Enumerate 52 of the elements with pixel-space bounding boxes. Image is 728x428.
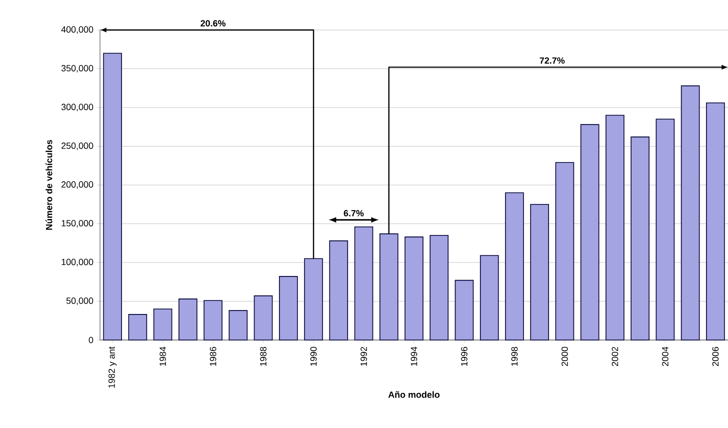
bar — [254, 295, 273, 340]
bar — [454, 280, 474, 340]
x-tick-label: 1982 y ant — [108, 346, 117, 388]
bar — [530, 204, 550, 340]
y-tick-label: 400,000 — [61, 26, 94, 34]
y-tick-label: 0 — [88, 336, 94, 344]
bar — [329, 240, 348, 340]
bar — [228, 310, 248, 340]
bar — [606, 114, 624, 340]
y-tick-label: 50,000 — [66, 298, 94, 305]
x-tick-label: 2004 — [662, 346, 668, 366]
bar — [680, 85, 700, 340]
bar — [580, 124, 600, 340]
x-tick-label: 1996 — [461, 346, 468, 366]
x-tick-label: 2002 — [612, 346, 618, 366]
annotation: 72.7% — [540, 57, 565, 64]
bar — [204, 300, 222, 340]
x-tick-label: 1990 — [310, 346, 317, 366]
y-tick-label: 200,000 — [62, 181, 94, 189]
bar — [178, 298, 198, 340]
x-axis-title: Año modelo — [388, 391, 440, 398]
bar — [505, 192, 524, 340]
x-tick-label: 1994 — [410, 346, 418, 366]
bar — [706, 102, 725, 340]
bar — [404, 236, 424, 340]
bar — [128, 314, 148, 340]
y-tick-label: 250,000 — [62, 142, 94, 150]
bar — [430, 234, 449, 340]
x-tick-label: 1986 — [210, 346, 216, 366]
bar — [656, 118, 675, 340]
y-tick-label: 100,000 — [62, 258, 94, 266]
bar — [630, 136, 650, 340]
annotation: 6.7% — [344, 210, 364, 216]
bar — [555, 162, 574, 340]
bar — [304, 258, 323, 340]
bar — [379, 233, 398, 340]
x-tick-label: 2006 — [712, 346, 719, 366]
x-tick-label: 2000 — [562, 346, 568, 366]
y-tick-label: 350,000 — [61, 65, 94, 72]
bar — [480, 255, 499, 340]
y-axis-title: Número de vehículos — [46, 140, 52, 230]
x-tick-label: 1984 — [160, 346, 166, 366]
bar — [279, 276, 298, 340]
x-tick-label: 1992 — [360, 346, 367, 366]
bar — [354, 226, 374, 340]
y-tick-label: 300,000 — [61, 104, 94, 112]
y-tick-label: 150,000 — [62, 220, 94, 228]
x-tick-label: 1988 — [260, 346, 266, 366]
x-tick-label: 1998 — [511, 346, 518, 366]
bar — [153, 308, 172, 340]
text: 20.6% — [200, 20, 226, 26]
bar — [103, 52, 122, 340]
